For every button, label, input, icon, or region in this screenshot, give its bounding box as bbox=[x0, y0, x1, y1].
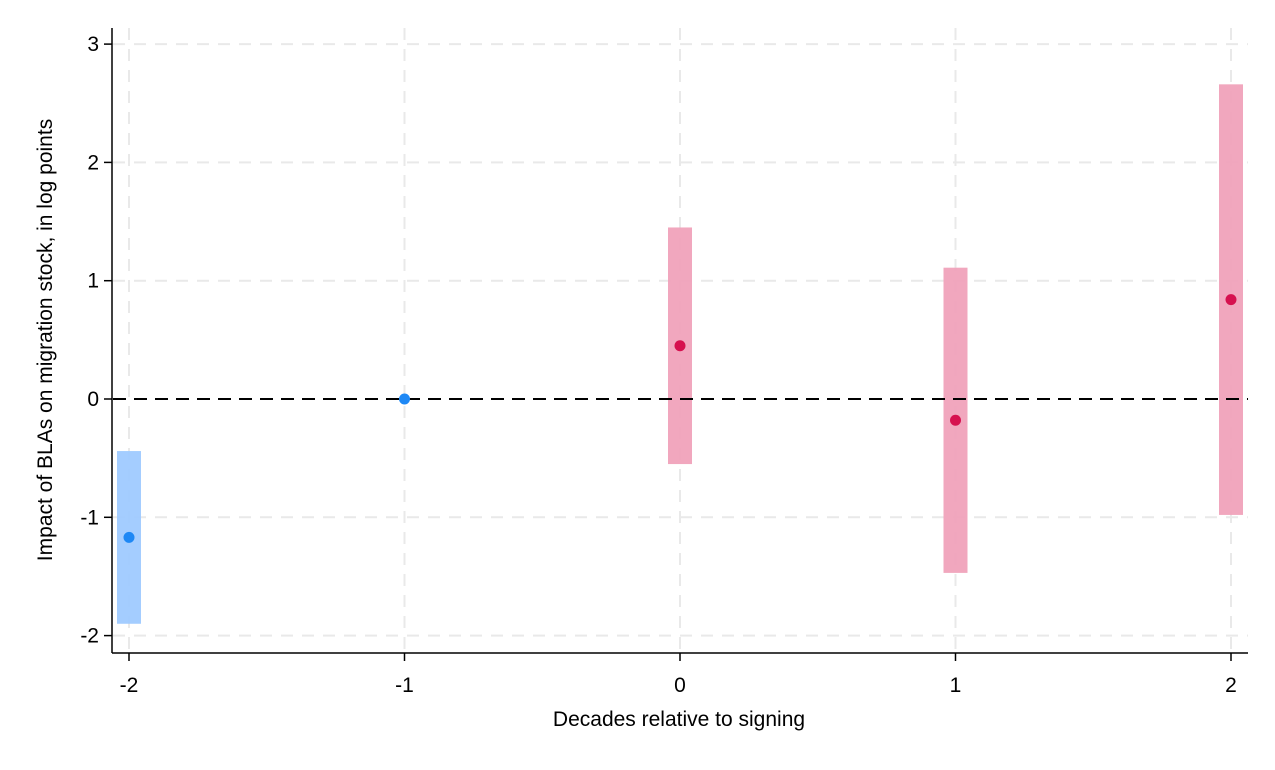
data-point bbox=[950, 414, 961, 426]
y-tick-label: 0 bbox=[87, 388, 99, 411]
data-point bbox=[674, 340, 686, 352]
y-tick-label: -1 bbox=[80, 506, 99, 529]
data-point bbox=[1225, 294, 1237, 306]
x-axis-label: Decades relative to signing bbox=[553, 708, 805, 731]
y-axis-label: Impact of BLAs on migration stock, in lo… bbox=[34, 119, 57, 561]
y-tick-label: 2 bbox=[87, 151, 99, 174]
x-tick-label: 1 bbox=[950, 674, 962, 697]
x-tick-label: 2 bbox=[1225, 674, 1237, 697]
y-tick-label: -2 bbox=[80, 625, 99, 648]
x-tick-label: -1 bbox=[395, 674, 414, 697]
point-estimates bbox=[123, 294, 1237, 543]
x-tick-label: -2 bbox=[120, 674, 139, 697]
axes: -2 -1 0 1 2 3 -2 -1 0 1 2 bbox=[80, 28, 1248, 697]
data-point bbox=[123, 531, 135, 543]
data-point bbox=[399, 393, 410, 405]
y-tick-label: 1 bbox=[87, 270, 99, 293]
x-tick-label: 0 bbox=[674, 674, 686, 697]
y-tick-label: 3 bbox=[87, 33, 99, 56]
